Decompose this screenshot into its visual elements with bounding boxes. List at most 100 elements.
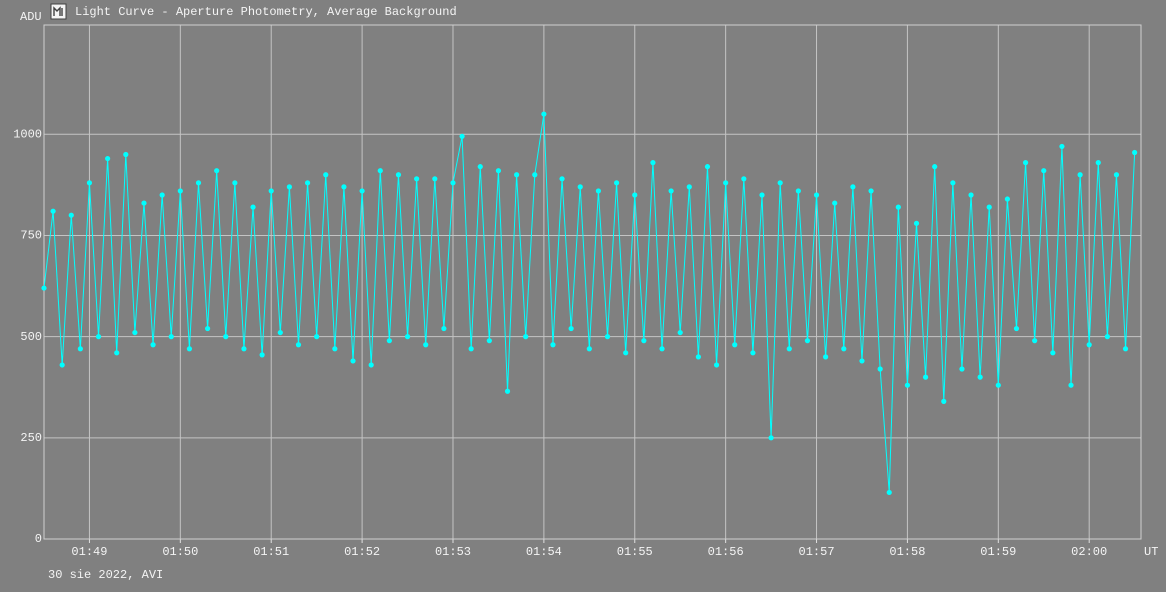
data-point: [859, 358, 865, 364]
data-point: [386, 338, 392, 344]
data-point: [1032, 338, 1038, 344]
data-point: [732, 342, 738, 348]
data-point: [504, 388, 511, 394]
data-point: [623, 350, 629, 356]
data-point: [1104, 334, 1110, 340]
data-point: [232, 180, 238, 186]
data-point: [932, 164, 938, 170]
data-point: [686, 184, 692, 190]
data-point: [1041, 168, 1047, 174]
data-point: [223, 334, 229, 340]
data-point: [432, 176, 438, 182]
data-point: [941, 398, 947, 404]
data-point: [1077, 172, 1083, 178]
data-point: [477, 164, 483, 170]
y-tick-label: 0: [35, 532, 42, 546]
data-point: [514, 172, 520, 178]
data-point: [441, 325, 447, 332]
data-point: [195, 180, 202, 186]
data-point: [123, 151, 129, 158]
data-point: [177, 188, 183, 194]
data-point: [959, 366, 965, 372]
x-tick-label: 01:55: [617, 545, 653, 559]
data-point: [904, 382, 911, 388]
data-point: [850, 184, 856, 190]
data-point: [377, 168, 383, 174]
data-point: [68, 212, 74, 218]
x-tick-label: 01:57: [799, 545, 835, 559]
data-point: [259, 352, 265, 358]
data-point: [1004, 196, 1010, 202]
data-point: [77, 346, 83, 352]
data-point: [468, 346, 474, 352]
data-point: [359, 188, 365, 194]
data-point: [486, 338, 492, 344]
data-point: [650, 160, 656, 166]
data-point: [368, 362, 374, 368]
data-point: [659, 346, 665, 352]
data-point: [114, 350, 120, 356]
plot-frame: [43, 24, 1142, 540]
data-point: [613, 180, 620, 186]
data-point: [268, 188, 274, 194]
data-point: [695, 354, 701, 360]
data-point: [723, 180, 729, 186]
data-point: [495, 168, 502, 174]
data-point: [186, 346, 193, 352]
data-point: [332, 346, 338, 352]
data-point: [741, 176, 747, 182]
data-point: [304, 180, 311, 186]
data-point: [1013, 325, 1020, 332]
data-point: [204, 325, 211, 332]
data-point: [568, 325, 574, 332]
x-tick-label: 01:53: [435, 545, 471, 559]
data-point: [423, 342, 429, 348]
data-point: [350, 358, 356, 364]
data-point: [50, 208, 56, 214]
data-point: [968, 192, 974, 198]
data-point: [541, 111, 547, 117]
data-point: [41, 285, 47, 291]
data-point: [141, 200, 147, 206]
data-point: [877, 366, 883, 372]
data-point: [1068, 382, 1074, 388]
data-point: [214, 168, 220, 174]
y-tick-label: 750: [20, 229, 42, 243]
data-point: [586, 346, 592, 352]
y-tick-label: 500: [20, 330, 42, 344]
data-point: [59, 362, 65, 368]
data-point: [995, 382, 1001, 388]
data-point: [750, 350, 756, 356]
data-point: [323, 172, 329, 178]
data-point: [1122, 346, 1129, 352]
x-tick-label: 01:58: [889, 545, 925, 559]
x-tick-label: 01:50: [162, 545, 198, 559]
data-point: [250, 204, 256, 210]
data-point: [277, 329, 283, 336]
data-point: [132, 329, 138, 336]
data-point: [341, 184, 347, 190]
data-point: [286, 184, 292, 190]
y-tick-label: 250: [20, 431, 42, 445]
data-point: [159, 192, 165, 198]
data-point: [523, 334, 529, 340]
data-point: [604, 334, 611, 340]
data-point: [777, 180, 783, 186]
chart-title: Light Curve - Aperture Photometry, Avera…: [75, 5, 457, 19]
data-point: [986, 204, 992, 210]
data-point: [768, 435, 774, 441]
data-point: [404, 334, 411, 340]
data-point: [532, 172, 538, 178]
data-point: [1095, 160, 1101, 166]
x-axis-label: UT: [1144, 545, 1158, 559]
data-point: [1050, 350, 1056, 356]
data-point: [414, 176, 420, 182]
data-point: [677, 329, 683, 336]
data-point: [150, 342, 156, 348]
data-point: [95, 334, 102, 340]
data-point: [450, 180, 456, 186]
data-point: [1132, 149, 1138, 156]
data-point: [595, 188, 602, 194]
data-point: [786, 346, 792, 352]
data-point: [641, 338, 647, 344]
